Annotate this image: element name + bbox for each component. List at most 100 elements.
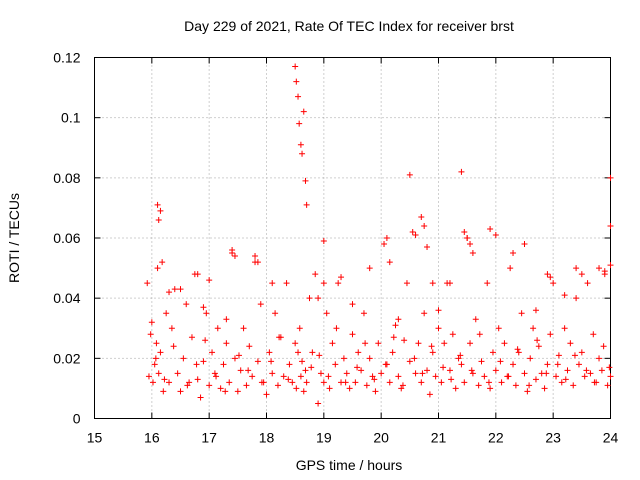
data-point [285, 376, 292, 383]
data-point [183, 301, 190, 308]
data-point [297, 141, 304, 148]
data-point [229, 247, 236, 254]
data-point [562, 376, 569, 383]
data-point [446, 280, 453, 287]
data-point [584, 280, 591, 287]
data-point [424, 367, 431, 374]
data-point [424, 244, 431, 251]
data-point [300, 388, 307, 395]
data-point [163, 310, 170, 317]
data-point [272, 310, 279, 317]
y-tick-label: 0.1 [61, 110, 81, 126]
data-point [571, 352, 578, 359]
data-point [200, 304, 207, 311]
data-point [213, 373, 220, 380]
data-point [263, 391, 270, 398]
data-point [498, 379, 505, 386]
data-point [303, 201, 310, 208]
data-point [320, 238, 327, 245]
data-point [355, 349, 362, 356]
data-point [398, 385, 405, 392]
data-point [147, 331, 154, 338]
data-point [544, 271, 551, 278]
data-point [409, 228, 416, 235]
y-tick-label: 0.04 [53, 290, 80, 306]
data-point [223, 316, 230, 323]
data-point [401, 337, 408, 344]
data-point [527, 355, 534, 362]
y-tick-label: 0.02 [53, 350, 80, 366]
data-point [296, 120, 303, 127]
data-point [449, 331, 456, 338]
data-point [541, 385, 548, 392]
data-point [544, 361, 551, 368]
data-point [532, 376, 539, 383]
data-point [302, 177, 309, 184]
data-point [386, 379, 393, 386]
data-point [254, 259, 261, 266]
data-point [300, 108, 307, 115]
data-point [378, 370, 385, 377]
data-point [554, 361, 561, 368]
y-axis-label: ROTI / TECUs [6, 193, 22, 283]
data-point [452, 385, 459, 392]
data-point [521, 370, 528, 377]
data-point [151, 361, 158, 368]
data-point [326, 385, 333, 392]
data-point [429, 349, 436, 356]
data-point [461, 379, 468, 386]
data-point [487, 385, 494, 392]
data-point [302, 367, 309, 374]
data-point [358, 367, 365, 374]
data-point [194, 271, 201, 278]
data-point [475, 382, 482, 389]
data-point [144, 280, 151, 287]
data-point [323, 310, 330, 317]
data-point [170, 343, 177, 350]
data-point [286, 361, 293, 368]
data-point [280, 373, 287, 380]
data-point [308, 364, 315, 371]
data-point [395, 316, 402, 323]
data-point [403, 280, 410, 287]
data-point [226, 379, 233, 386]
data-point [297, 373, 304, 380]
data-point [363, 382, 370, 389]
data-point [558, 379, 565, 386]
data-point [601, 268, 608, 275]
data-point [573, 295, 580, 302]
data-point [346, 385, 353, 392]
data-point [152, 355, 159, 362]
data-point [461, 228, 468, 235]
data-point [492, 367, 499, 374]
data-point [501, 340, 508, 347]
axis-ticks: 15 16 17 18 19 20 21 22 23 24 0 0.02 0.04 0.06 0.08 0.1… [53, 50, 618, 446]
data-point [581, 373, 588, 380]
data-point [296, 325, 303, 332]
data-point [510, 250, 517, 257]
data-point [389, 349, 396, 356]
data-point [487, 225, 494, 232]
data-point [222, 388, 229, 395]
data-point [177, 388, 184, 395]
data-point [315, 295, 322, 302]
data-point [174, 370, 181, 377]
data-point [352, 379, 359, 386]
data-point [567, 340, 574, 347]
data-point [505, 373, 512, 380]
data-point [455, 355, 462, 362]
data-point [153, 340, 160, 347]
data-point [415, 340, 422, 347]
data-point [274, 382, 281, 389]
data-point [435, 325, 442, 332]
data-point [317, 370, 324, 377]
data-point [252, 253, 259, 260]
data-point [157, 207, 164, 214]
data-point [383, 235, 390, 241]
data-point [570, 382, 577, 389]
data-point [299, 150, 306, 157]
data-point [276, 334, 283, 341]
data-point [485, 379, 492, 386]
data-point [320, 379, 327, 386]
data-point [342, 379, 349, 386]
